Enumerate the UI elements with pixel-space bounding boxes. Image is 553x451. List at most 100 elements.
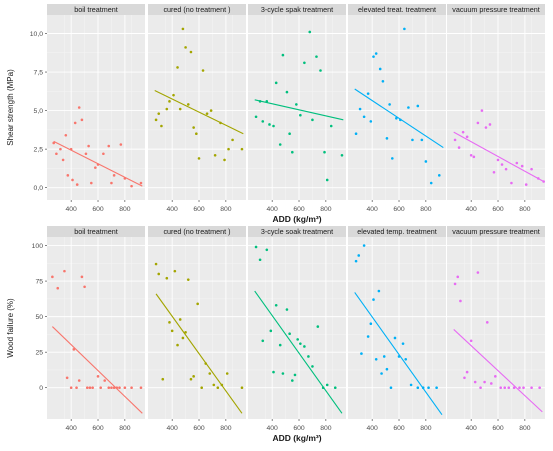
data-point [357, 254, 361, 257]
data-point [240, 147, 244, 151]
data-point [354, 132, 358, 136]
data-point [416, 104, 420, 108]
regression-line [453, 131, 544, 182]
facet-strip [47, 4, 145, 15]
data-point [278, 343, 282, 347]
x-tick-label: 800 [519, 425, 531, 432]
facet-panel-3: 3-cycle soak treatment 400 600 800 [248, 226, 346, 432]
data-point [315, 55, 318, 58]
data-point [530, 386, 533, 390]
data-point [518, 386, 521, 390]
data-point [503, 386, 507, 390]
data-point [189, 50, 193, 54]
data-point [192, 126, 195, 129]
panel-background [248, 237, 346, 419]
x-tick-label: 800 [220, 425, 232, 432]
data-point [465, 370, 469, 374]
data-point [261, 120, 265, 123]
x-tick-label: 800 [119, 425, 131, 432]
x-tick-label: 800 [320, 425, 332, 432]
data-point [437, 174, 441, 177]
x-axis-title: ADD (kg/m³) [272, 433, 321, 443]
data-point [307, 355, 310, 358]
data-point [473, 380, 477, 384]
x-tick-label: 600 [293, 425, 305, 432]
data-point [99, 386, 102, 390]
x-tick-label: 600 [92, 206, 104, 213]
data-point [65, 376, 69, 380]
x-tick-label: 400 [465, 206, 477, 213]
data-point [212, 383, 216, 387]
data-point [476, 271, 480, 274]
data-point [130, 184, 133, 188]
data-point [213, 153, 217, 157]
data-point [80, 118, 84, 122]
data-point [303, 345, 306, 348]
data-point [195, 132, 198, 136]
data-point [64, 133, 68, 137]
regression-line [53, 140, 143, 187]
data-point [388, 103, 391, 106]
data-point [119, 143, 123, 146]
data-point [291, 379, 294, 382]
y-tick-label: 0 [39, 385, 43, 392]
data-point [407, 106, 410, 109]
regression-line [154, 90, 244, 135]
data-point [83, 285, 86, 289]
x-tick-label: 800 [119, 206, 131, 213]
x-tick-label: 400 [366, 425, 378, 432]
data-point [269, 329, 273, 333]
facet-panel-4: elevated treat. treatment 400 600 800 [348, 4, 446, 213]
data-point [484, 126, 488, 129]
data-point [329, 124, 333, 128]
x-tick-label: 800 [420, 206, 432, 213]
data-point [91, 386, 94, 390]
facet-strip [148, 226, 246, 237]
data-point [389, 386, 393, 390]
x-tick-label: 800 [220, 206, 232, 213]
data-point [139, 386, 143, 390]
data-point [366, 335, 370, 338]
regression-line [51, 326, 143, 414]
data-point [66, 174, 70, 177]
facet-strip-label: vacuum pressure treatment [452, 5, 540, 14]
data-point [154, 262, 158, 266]
data-point [411, 138, 414, 142]
data-point [409, 383, 413, 387]
data-point [103, 379, 107, 382]
data-point [225, 372, 229, 375]
data-point [469, 339, 473, 343]
data-point [453, 282, 457, 286]
data-point [291, 150, 294, 154]
data-point [499, 386, 502, 390]
data-point [118, 386, 121, 390]
data-point [424, 160, 428, 163]
data-point [170, 329, 174, 333]
data-point [102, 152, 105, 156]
data-point [123, 386, 127, 390]
data-point [176, 343, 179, 347]
data-point [107, 144, 111, 148]
data-point [369, 120, 373, 123]
regression-line [354, 88, 444, 149]
data-point [385, 367, 389, 371]
panel-background [148, 15, 246, 200]
data-point [51, 275, 54, 279]
data-point [63, 269, 66, 273]
y-tick-label: 5,0 [34, 108, 44, 115]
panel-background [447, 15, 545, 200]
y-tick-label: 0,0 [34, 185, 44, 192]
data-point [333, 386, 337, 390]
facet-panel-5: vacuum pressure treatment 400 600 800 [447, 226, 545, 432]
x-tick-label: 600 [193, 425, 205, 432]
data-point [295, 103, 298, 106]
y-tick-label: 25 [35, 350, 43, 357]
data-point [227, 147, 230, 151]
data-point [362, 115, 366, 119]
facet-strip [348, 226, 446, 237]
data-point [288, 332, 291, 335]
facet-strip-label: 3-cycle soak treatment [261, 227, 333, 236]
x-tick-label: 400 [266, 425, 278, 432]
data-point [154, 118, 158, 122]
